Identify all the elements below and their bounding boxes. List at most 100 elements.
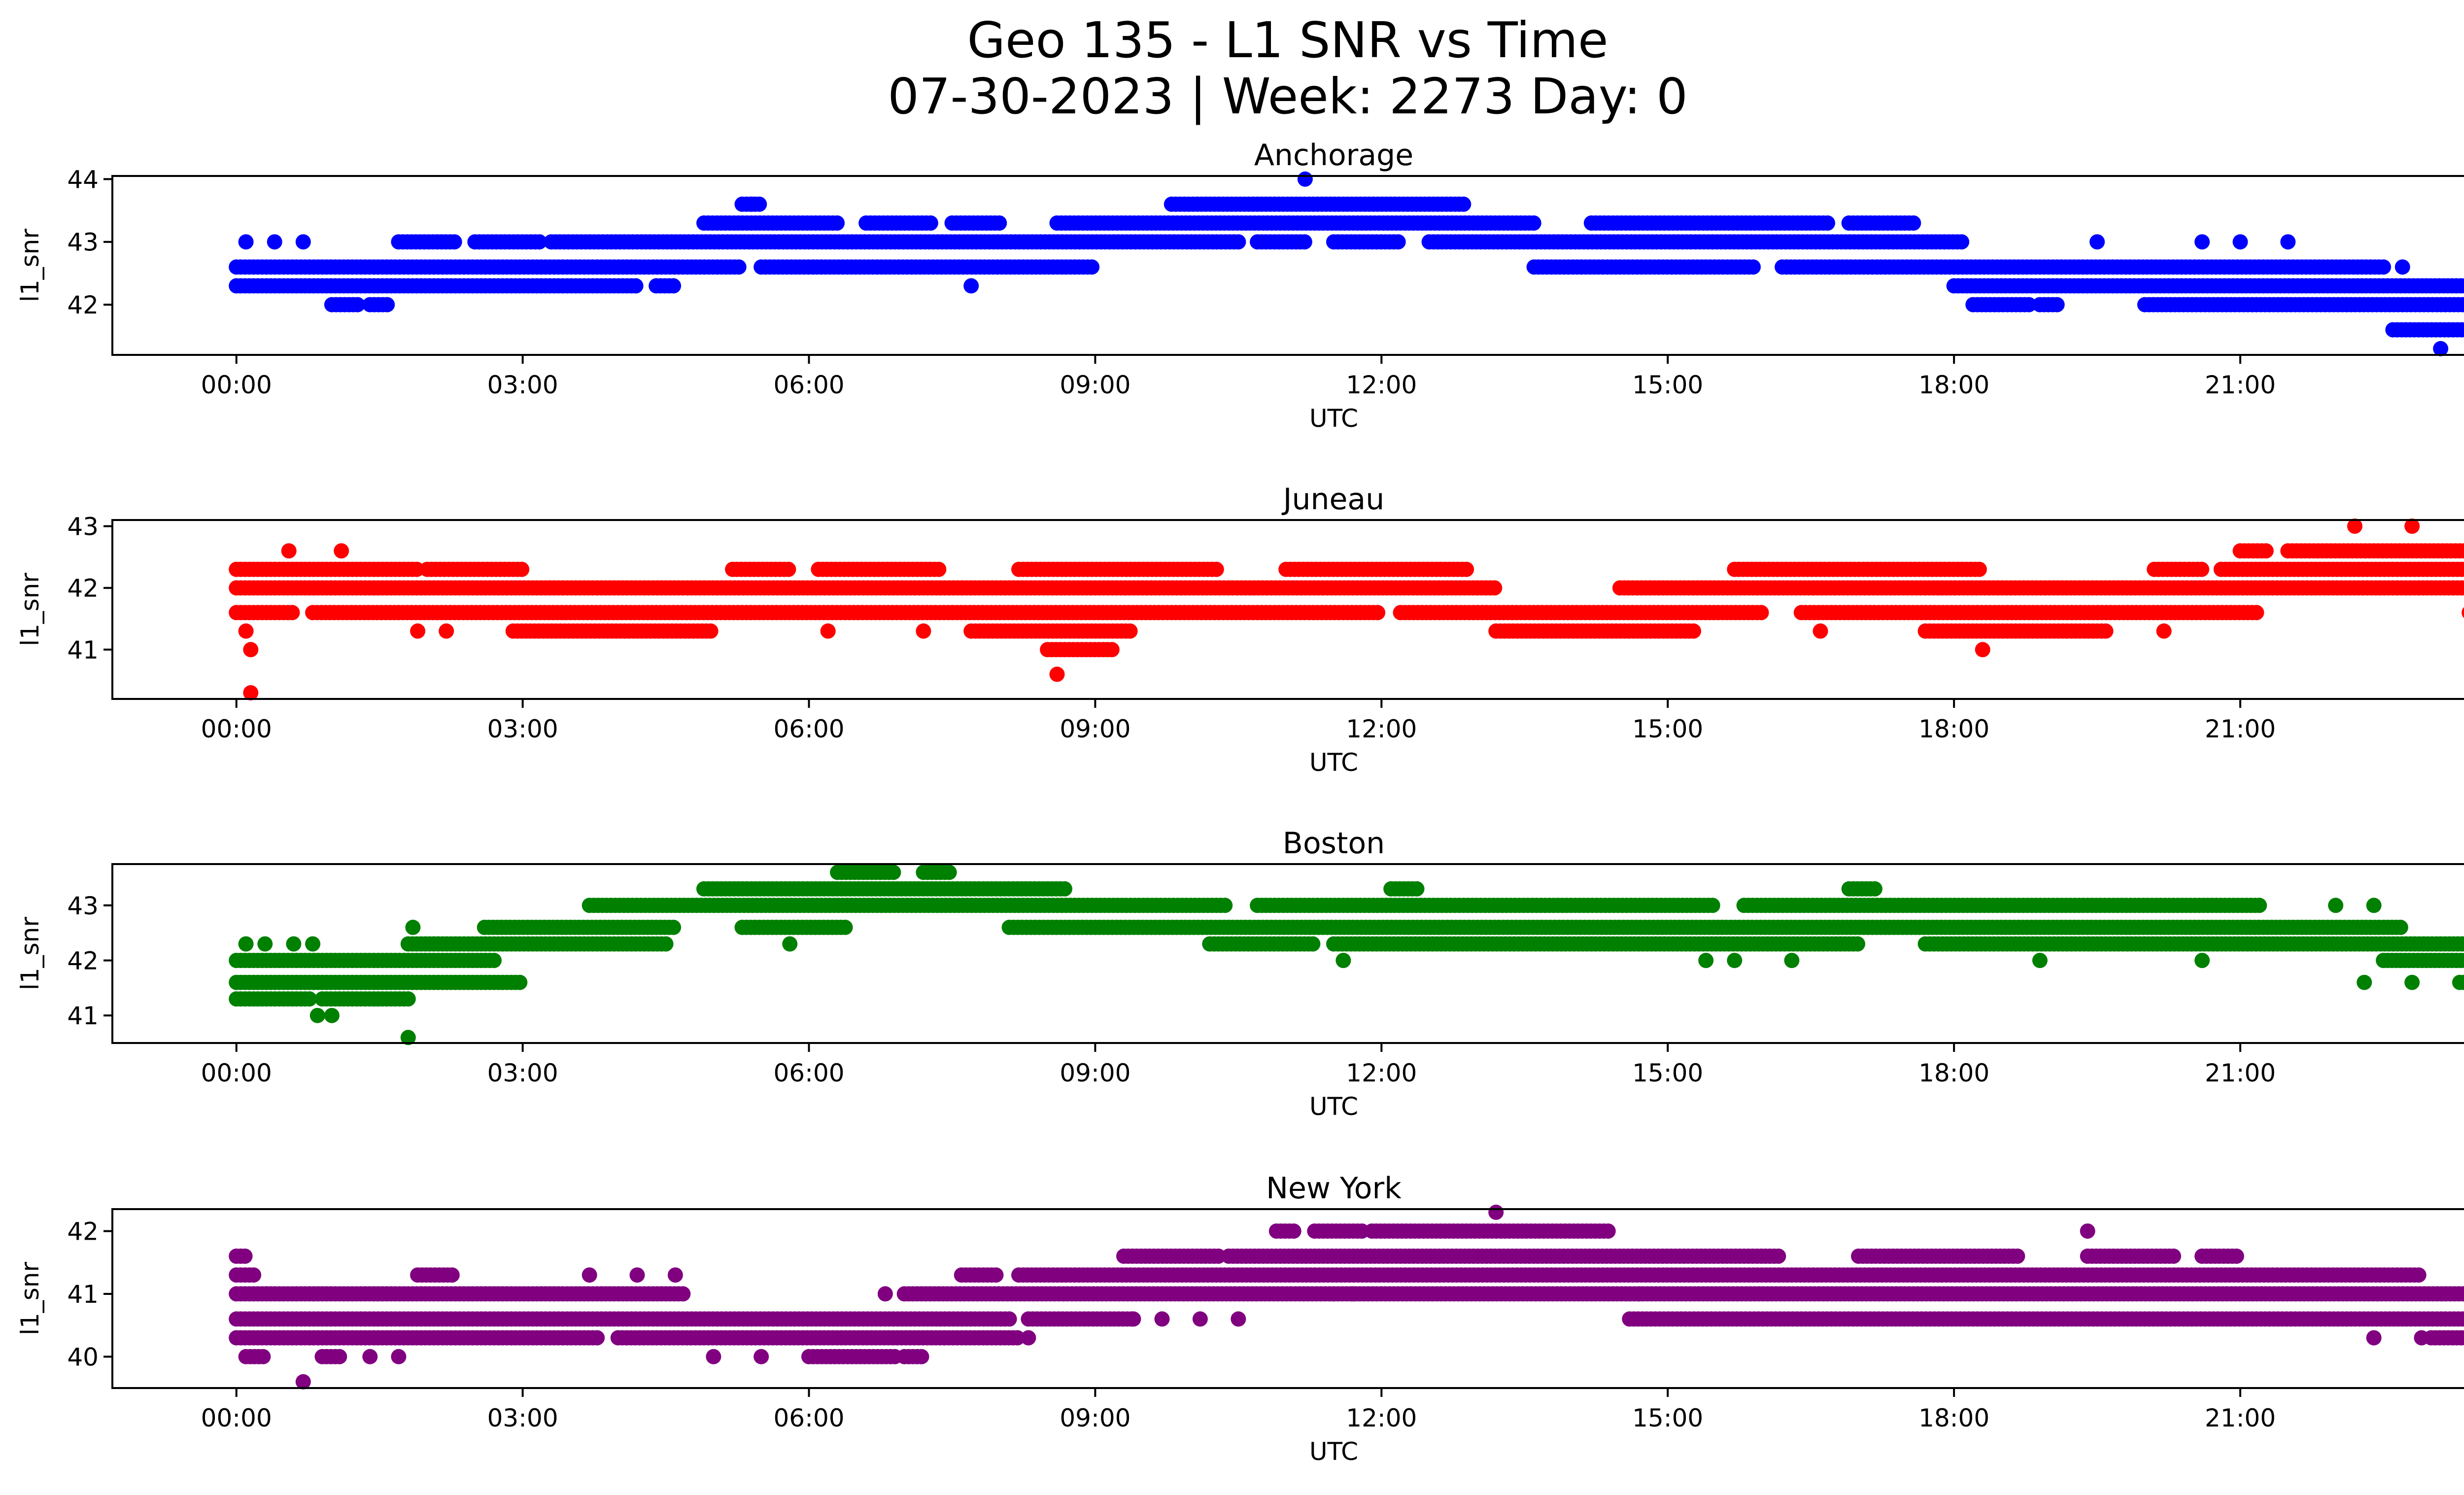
- data-point: [2347, 519, 2362, 534]
- data-point: [1820, 215, 1835, 231]
- y-tick-label: 41: [67, 636, 99, 664]
- x-tick-label: 21:00: [2205, 1059, 2276, 1087]
- subplot-2: 00:00 03:00 06:00 09:00 12:00 15:00 18:00 21:00…: [16, 826, 2464, 1121]
- data-point: [1705, 898, 1720, 913]
- data-point: [257, 936, 273, 952]
- data-point: [2404, 974, 2420, 990]
- data-point: [2166, 1249, 2181, 1264]
- data-point: [1305, 936, 1321, 952]
- y-axis-label: l1_snr: [16, 917, 44, 990]
- x-tick-label: 06:00: [773, 715, 844, 743]
- data-point: [1771, 1249, 1786, 1264]
- data-point: [1686, 623, 1701, 639]
- data-point: [1335, 953, 1351, 968]
- series-points: [229, 171, 2464, 356]
- data-point: [916, 623, 931, 639]
- x-tick-label: 18:00: [1918, 715, 1989, 743]
- data-point: [1104, 642, 1120, 658]
- y-tick-label: 43: [67, 892, 99, 920]
- data-point: [2194, 234, 2210, 250]
- x-axis-label: UTC: [1309, 404, 1358, 433]
- data-point: [2232, 234, 2248, 250]
- data-point: [2258, 543, 2274, 559]
- y-tick-label: 43: [67, 228, 99, 257]
- y-tick-label: 43: [67, 513, 99, 541]
- data-point: [782, 936, 798, 952]
- data-point: [2458, 580, 2464, 595]
- data-point: [1850, 936, 1865, 952]
- data-point: [2461, 544, 2464, 557]
- data-point: [238, 623, 254, 639]
- data-point: [295, 234, 311, 250]
- x-tick-label: 09:00: [1060, 1059, 1130, 1087]
- data-point: [334, 543, 349, 559]
- x-tick-label: 09:00: [1060, 715, 1130, 743]
- data-point: [923, 215, 938, 231]
- subplot-title: Juneau: [1281, 482, 1384, 517]
- subplot-0: 00:00 03:00 06:00 09:00 12:00 15:00 18:00 21:00…: [16, 138, 2464, 433]
- x-tick-label: 15:00: [1632, 371, 1703, 399]
- data-point: [744, 196, 759, 212]
- data-point: [284, 605, 300, 621]
- data-point: [658, 936, 674, 952]
- data-point: [400, 991, 416, 1007]
- data-point: [2252, 898, 2267, 913]
- subplot-title: Anchorage: [1254, 138, 1413, 173]
- data-point: [1210, 1249, 1226, 1264]
- data-point: [2458, 322, 2464, 338]
- data-point: [2089, 234, 2105, 250]
- data-point: [731, 259, 747, 275]
- y-tick-label: 42: [67, 291, 99, 319]
- data-point: [820, 623, 836, 639]
- data-point: [267, 234, 282, 250]
- data-point: [1954, 234, 1970, 250]
- data-point: [532, 234, 547, 250]
- figure-title-line-1: Geo 135 - L1 SNR vs Time: [967, 11, 1608, 69]
- data-point: [1390, 234, 1406, 250]
- x-tick-label: 06:00: [773, 371, 844, 399]
- data-point: [1971, 561, 1987, 577]
- data-point: [238, 936, 254, 952]
- x-axis-label: UTC: [1309, 748, 1358, 777]
- data-point: [286, 936, 302, 952]
- data-point: [1600, 1223, 1616, 1239]
- data-point: [2459, 297, 2464, 312]
- data-point: [886, 865, 901, 880]
- data-point: [2032, 953, 2048, 968]
- data-point: [2457, 953, 2464, 968]
- x-tick-label: 21:00: [2205, 715, 2276, 743]
- data-point: [2462, 607, 2464, 619]
- data-point: [2021, 297, 2037, 313]
- data-point: [324, 1008, 340, 1023]
- data-point: [2404, 519, 2420, 534]
- data-point: [941, 865, 957, 880]
- data-point: [2459, 937, 2464, 951]
- y-tick-label: 44: [67, 165, 99, 194]
- series-points: [229, 1204, 2464, 1390]
- x-tick-label: 12:00: [1346, 1059, 1417, 1087]
- data-point: [281, 543, 297, 559]
- subplot-1: 00:00 03:00 06:00 09:00 12:00 15:00 18:00 21:00…: [16, 482, 2464, 777]
- data-point: [2463, 325, 2464, 334]
- axes-frame: [111, 519, 2464, 700]
- x-tick-label: 12:00: [1346, 715, 1417, 743]
- axes-frame: [111, 863, 2464, 1044]
- x-tick-label: 06:00: [773, 1059, 844, 1087]
- data-point: [2280, 234, 2296, 250]
- data-point: [446, 234, 462, 250]
- x-tick-label: 09:00: [1060, 371, 1130, 399]
- data-point: [837, 919, 853, 935]
- data-point: [379, 297, 395, 313]
- data-point: [243, 642, 259, 658]
- data-point: [309, 1008, 325, 1023]
- series-points: [229, 519, 2464, 700]
- data-point: [1813, 623, 1828, 639]
- data-point: [829, 215, 845, 231]
- data-point: [931, 561, 947, 577]
- data-point: [400, 1030, 416, 1045]
- data-point: [302, 991, 317, 1007]
- data-point: [514, 561, 530, 577]
- data-point: [1456, 196, 1472, 212]
- data-point: [1698, 953, 1714, 968]
